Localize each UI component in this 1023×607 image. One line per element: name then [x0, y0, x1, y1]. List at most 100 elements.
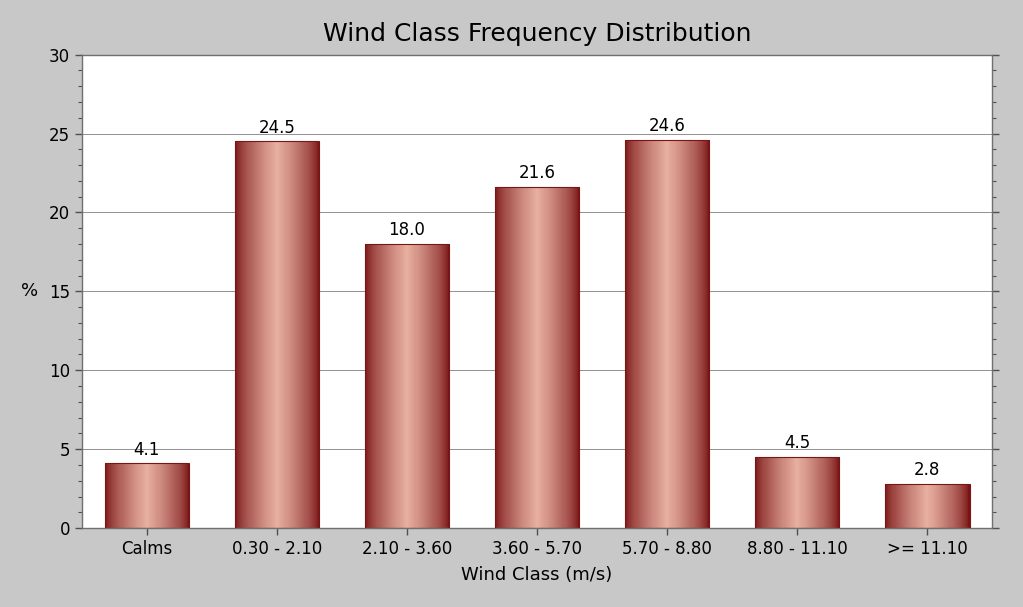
- Bar: [666, 140, 667, 528]
- Bar: [967, 484, 968, 528]
- Bar: [634, 140, 635, 528]
- Bar: [268, 141, 270, 528]
- Bar: [543, 187, 544, 528]
- Bar: [448, 244, 449, 528]
- Bar: [699, 140, 700, 528]
- Bar: [704, 140, 706, 528]
- Bar: [705, 140, 707, 528]
- Bar: [365, 244, 366, 528]
- Bar: [109, 463, 112, 528]
- Bar: [555, 187, 557, 528]
- Bar: [796, 457, 798, 528]
- Bar: [767, 457, 769, 528]
- Bar: [160, 463, 161, 528]
- Bar: [435, 244, 436, 528]
- Bar: [799, 457, 801, 528]
- Bar: [561, 187, 562, 528]
- Bar: [154, 463, 155, 528]
- Bar: [421, 244, 424, 528]
- Bar: [688, 140, 690, 528]
- Bar: [685, 140, 686, 528]
- Bar: [540, 187, 541, 528]
- Bar: [571, 187, 572, 528]
- Bar: [403, 244, 404, 528]
- Bar: [307, 141, 308, 528]
- Bar: [665, 140, 666, 528]
- Bar: [179, 463, 180, 528]
- Text: 4.5: 4.5: [784, 435, 810, 452]
- Bar: [159, 463, 160, 528]
- Bar: [123, 463, 124, 528]
- Bar: [657, 140, 658, 528]
- Bar: [146, 463, 147, 528]
- Bar: [316, 141, 317, 528]
- Bar: [504, 187, 505, 528]
- Bar: [236, 141, 238, 528]
- Bar: [526, 187, 527, 528]
- Bar: [393, 244, 395, 528]
- Bar: [366, 244, 367, 528]
- Bar: [934, 484, 935, 528]
- Bar: [667, 140, 668, 528]
- Bar: [535, 187, 536, 528]
- Bar: [278, 141, 279, 528]
- Bar: [760, 457, 761, 528]
- Bar: [927, 484, 929, 528]
- Bar: [108, 463, 110, 528]
- Bar: [701, 140, 702, 528]
- Bar: [803, 457, 805, 528]
- Bar: [899, 484, 900, 528]
- Bar: [286, 141, 287, 528]
- Bar: [517, 187, 519, 528]
- Bar: [658, 140, 659, 528]
- Bar: [663, 140, 664, 528]
- Bar: [670, 140, 672, 528]
- Bar: [141, 463, 143, 528]
- Bar: [162, 463, 163, 528]
- Bar: [313, 141, 314, 528]
- Bar: [656, 140, 657, 528]
- Bar: [153, 463, 154, 528]
- Bar: [290, 141, 291, 528]
- Bar: [119, 463, 120, 528]
- Bar: [674, 140, 676, 528]
- Bar: [262, 141, 264, 528]
- Bar: [931, 484, 932, 528]
- Bar: [120, 463, 121, 528]
- Bar: [115, 463, 116, 528]
- Bar: [304, 141, 305, 528]
- Bar: [272, 141, 273, 528]
- Bar: [250, 141, 251, 528]
- Bar: [903, 484, 904, 528]
- Bar: [815, 457, 816, 528]
- Bar: [181, 463, 182, 528]
- Bar: [528, 187, 529, 528]
- Bar: [706, 140, 708, 528]
- Bar: [158, 463, 159, 528]
- Bar: [246, 141, 247, 528]
- Bar: [496, 187, 497, 528]
- Bar: [923, 484, 925, 528]
- Bar: [184, 463, 185, 528]
- Bar: [787, 457, 788, 528]
- Bar: [381, 244, 382, 528]
- Bar: [380, 244, 381, 528]
- Bar: [442, 244, 443, 528]
- Bar: [629, 140, 630, 528]
- Bar: [900, 484, 901, 528]
- Bar: [835, 457, 837, 528]
- Bar: [277, 141, 278, 528]
- Bar: [775, 457, 776, 528]
- Bar: [968, 484, 969, 528]
- Bar: [808, 457, 809, 528]
- Bar: [135, 463, 136, 528]
- Bar: [951, 484, 952, 528]
- Bar: [885, 484, 886, 528]
- Bar: [507, 187, 508, 528]
- Bar: [921, 484, 923, 528]
- Bar: [792, 457, 793, 528]
- Bar: [157, 463, 158, 528]
- Bar: [182, 463, 183, 528]
- Bar: [638, 140, 640, 528]
- Bar: [406, 244, 407, 528]
